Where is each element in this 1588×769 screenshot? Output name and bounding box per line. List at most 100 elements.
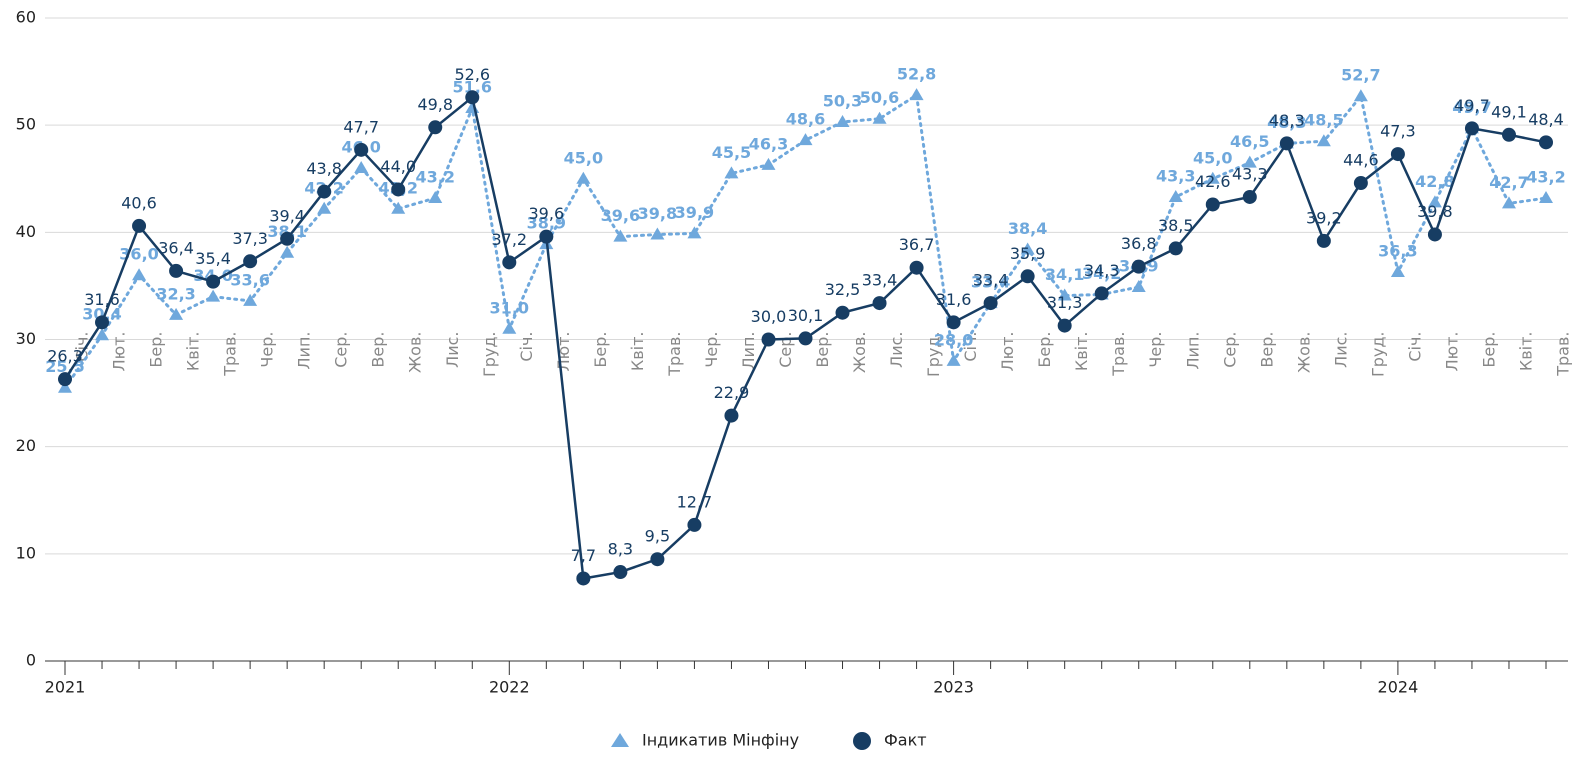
x-tick-label: Чер.: [702, 332, 721, 368]
data-label: 49,8: [417, 95, 453, 114]
data-label: 43,2: [416, 168, 455, 187]
data-label: 34,1: [1045, 265, 1084, 284]
data-label: 36,7: [899, 235, 935, 254]
triangle-marker: [58, 380, 72, 393]
data-label: 42,6: [1195, 172, 1231, 191]
legend-marker: [853, 732, 871, 750]
data-label: 39,4: [269, 206, 305, 225]
y-tick-label: 50: [16, 115, 36, 134]
circle-marker: [1020, 269, 1035, 284]
y-tick-label: 40: [16, 222, 36, 241]
circle-marker: [465, 90, 480, 105]
data-label: 43,3: [1156, 166, 1195, 185]
data-label: 39,9: [675, 203, 714, 222]
y-tick-label: 0: [26, 651, 36, 670]
x-tick-label: Бер.: [591, 332, 610, 368]
data-label: 44,0: [380, 157, 416, 176]
circle-marker: [909, 260, 924, 275]
triangle-marker: [946, 353, 961, 366]
data-label: 39,2: [1306, 208, 1342, 227]
circle-marker: [280, 231, 295, 246]
legend-marker: [611, 733, 629, 747]
data-label: 43,3: [1232, 164, 1268, 183]
x-tick-label: Квіт.: [628, 332, 647, 372]
data-label: 9,5: [645, 527, 670, 546]
x-tick-label: Трав.: [1554, 332, 1573, 377]
circle-marker: [1353, 176, 1368, 191]
triangle-marker: [428, 191, 443, 204]
circle-marker: [58, 372, 72, 387]
x-tick-label: Сер.: [776, 332, 795, 368]
circle-marker: [169, 263, 184, 278]
triangle-marker: [798, 133, 813, 146]
data-label: 12,7: [677, 492, 713, 511]
x-tick-label: Лип.: [739, 332, 758, 370]
circle-marker: [1168, 241, 1183, 256]
circle-marker: [983, 296, 998, 311]
y-tick-label: 60: [16, 8, 36, 27]
circle-marker: [1242, 189, 1257, 204]
data-label: 8,3: [608, 540, 633, 559]
circle-marker: [502, 255, 517, 270]
data-label: 33,6: [230, 270, 269, 289]
x-tick-label: Січ.: [1405, 332, 1424, 362]
x-tick-label: Бер.: [147, 332, 166, 368]
data-label: 36,8: [1121, 234, 1157, 253]
circle-marker: [243, 254, 258, 269]
x-tick-label: Груд.: [480, 332, 499, 378]
x-tick-label: Вер.: [369, 332, 388, 368]
data-label: 39,6: [601, 206, 640, 225]
triangle-marker: [280, 245, 295, 258]
circle-marker: [1427, 227, 1442, 242]
data-label: 49,7: [1454, 96, 1490, 115]
year-label: 2022: [489, 678, 530, 697]
x-tick-label: Лис.: [887, 332, 906, 368]
x-tick-label: Лип.: [295, 332, 314, 370]
triangle-marker: [1131, 279, 1146, 292]
data-label: 48,5: [1304, 111, 1343, 130]
x-tick-label: Січ.: [517, 332, 536, 362]
triangle-marker: [1501, 196, 1516, 209]
data-label: 36,4: [158, 238, 194, 257]
triangle-marker: [835, 114, 850, 127]
triangle-marker: [1539, 191, 1553, 204]
triangle-marker: [1057, 288, 1072, 301]
data-label: 50,3: [823, 91, 862, 110]
data-label: 31,6: [84, 290, 120, 309]
circle-marker: [1464, 121, 1479, 136]
data-label: 7,7: [571, 546, 596, 565]
triangle-marker: [1390, 264, 1405, 277]
data-label: 42,8: [1415, 172, 1454, 191]
circle-marker: [1057, 318, 1072, 333]
x-tick-label: Чер.: [1146, 332, 1165, 368]
triangle-marker: [1427, 195, 1442, 208]
data-label: 51,6: [453, 78, 492, 97]
circle-marker: [539, 229, 554, 244]
x-tick-label: Лип.: [1183, 332, 1202, 370]
data-label: 43,2: [1526, 168, 1565, 187]
year-label: 2024: [1378, 678, 1419, 697]
circle-marker: [613, 565, 628, 580]
data-label: 30,0: [751, 307, 787, 326]
triangle-marker: [872, 111, 887, 124]
data-label: 28,0: [934, 330, 973, 349]
circle-marker: [354, 142, 369, 157]
data-label: 36,3: [1378, 241, 1417, 260]
circle-marker: [946, 315, 961, 330]
circle-marker: [428, 120, 443, 135]
data-label: 45,5: [712, 143, 751, 162]
data-label: 22,9: [714, 383, 750, 402]
triangle-marker: [1168, 189, 1183, 202]
data-label: 48,3: [1267, 113, 1306, 132]
circle-marker: [1205, 197, 1220, 212]
x-tick-label: Груд.: [1368, 332, 1387, 378]
circle-marker: [206, 274, 221, 289]
circle-marker: [687, 517, 702, 532]
data-label: 38,4: [1008, 219, 1047, 238]
data-label: 39,6: [529, 204, 565, 223]
data-label: 37,2: [491, 230, 527, 249]
data-label: 45,0: [564, 148, 603, 167]
data-label: 37,3: [232, 229, 268, 248]
circle-marker: [1279, 136, 1294, 151]
